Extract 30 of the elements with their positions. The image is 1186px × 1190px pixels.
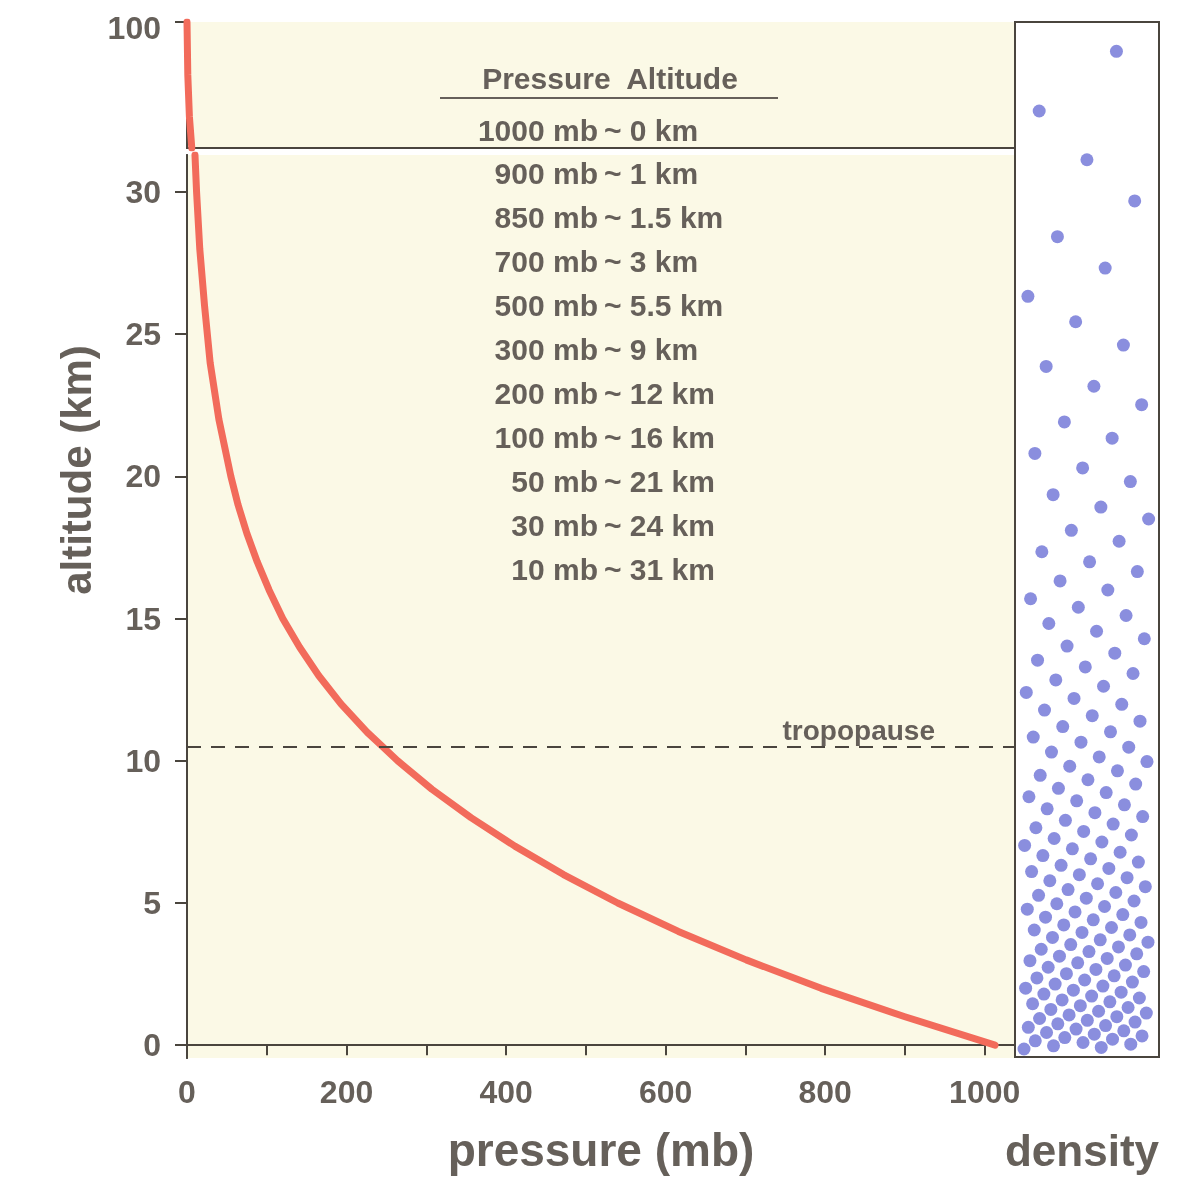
y-tick-label: 0 [143, 1027, 161, 1064]
annotation: 850 mb ~ 1.5 km [494, 201, 724, 235]
x-tick-label: 200 [319, 1074, 374, 1110]
annotation: 900 mb ~ 1 km [494, 157, 699, 191]
x-tick-label: 800 [798, 1074, 852, 1110]
y-axis-title: altitude (km) [52, 345, 100, 595]
text: density [1004, 1125, 1160, 1175]
annotation: 500 mb ~ 5.5 km [494, 289, 724, 323]
annotation: 100 mb ~ 16 km [494, 420, 715, 454]
annotation: 200 mb ~ 12 km [494, 376, 715, 410]
annotation: 300 mb ~ 9 km [494, 333, 699, 366]
x-tick-label: 600 [638, 1074, 693, 1110]
x-tick-label: 400 [479, 1074, 533, 1110]
y-tick-label: 5 [143, 885, 161, 921]
y-tick-label: 15 [125, 600, 161, 637]
y-tick-label: 30 [125, 173, 161, 210]
x-tick-label: 0 [178, 1074, 196, 1110]
ref-line-label: tropopause [782, 715, 935, 747]
annotation: 10 mb ~ 31 km [511, 552, 715, 586]
y-tick-label: 25 [125, 316, 161, 353]
x-tick-label: 1000 [949, 1074, 1021, 1110]
x-axis-title: pressure (mb) [447, 1124, 755, 1176]
annotation: 700 mb ~ 3 km [494, 245, 699, 279]
text: 100 [107, 10, 161, 46]
annotation: Pressure Altitude [482, 61, 738, 95]
annotation: 50 mb ~ 21 km [511, 464, 715, 498]
y-tick-label: 10 [125, 742, 161, 779]
annotation: 1000 mb ~ 0 km [477, 113, 699, 147]
y-tick-label: 20 [125, 458, 161, 495]
annotation: 30 mb ~ 24 km [511, 508, 715, 542]
